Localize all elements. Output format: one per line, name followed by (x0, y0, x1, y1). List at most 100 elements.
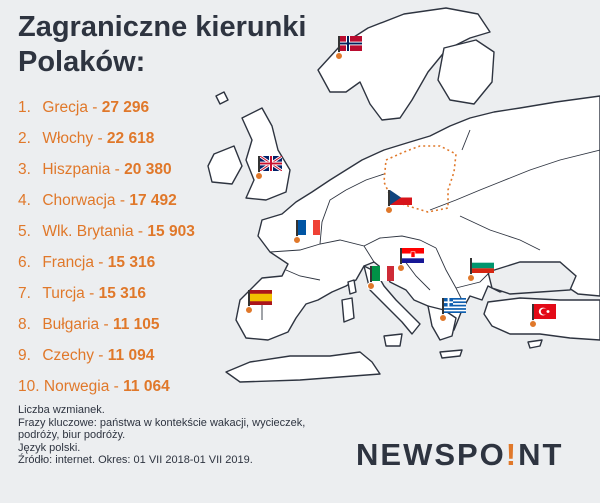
flag-croatia-icon (402, 248, 424, 263)
flag-france-pin (293, 220, 320, 244)
ranking-country: Czechy (42, 346, 94, 364)
ranking-value: 11 064 (123, 377, 170, 395)
poland-outline (383, 145, 457, 213)
ranking-rank: 7. (18, 284, 31, 302)
page-title: Zagraniczne kierunki Polaków: (18, 10, 307, 80)
ranking-separator: - (94, 253, 108, 271)
title-line-2: Polaków: (18, 46, 146, 78)
ranking-country: Turcja (42, 284, 85, 302)
logo-text-end: NT (518, 437, 564, 472)
flag-bulgaria-icon (472, 258, 494, 273)
ranking-value: 22 618 (106, 129, 155, 147)
flag-uk-icon (260, 156, 282, 171)
north-africa (225, 351, 381, 383)
ranking-country: Francja (42, 253, 94, 271)
ranking-value: 11 094 (107, 346, 155, 364)
flag-greece-icon (444, 298, 466, 313)
ranking-rank: 8. (18, 315, 31, 333)
ranking-separator: - (84, 284, 99, 302)
ranking-value: 20 380 (124, 160, 172, 178)
footnote-line: Źródło: internet. Okres: 01 VII 2018-01 … (18, 454, 253, 466)
flag-bulgaria-pin (467, 258, 494, 282)
ranking-separator: - (133, 222, 148, 240)
logo-mark: ! (505, 437, 519, 472)
flag-czech-icon (390, 190, 412, 205)
ranking-country: Włochy (42, 129, 94, 147)
crete (439, 349, 463, 359)
ranking-item: 6. Francja - 15 316 (18, 247, 195, 278)
italy-peninsula (363, 265, 421, 335)
ranking-rank: 6. (18, 253, 31, 271)
ranking-item: 3. Hiszpania - 20 380 (18, 154, 195, 185)
sardinia (341, 297, 355, 323)
ranking-separator: - (110, 160, 125, 178)
ranking-value: 15 903 (147, 222, 195, 240)
ranking-separator: - (87, 98, 102, 116)
ranking-country: Norwegia (43, 377, 110, 395)
flag-turkey-pin (529, 304, 556, 328)
cyprus (527, 339, 543, 349)
footnote: Liczba wzmianek. Frazy kluczowe: państwa … (18, 404, 338, 467)
flag-spain-pin (245, 290, 272, 314)
faroe-islands (215, 91, 229, 105)
ranking-item: 5. Wlk. Brytania - 15 903 (18, 216, 195, 247)
ranking-item: 10. Norwegia - 11 064 (18, 371, 195, 402)
flag-greece-pin (439, 298, 466, 322)
footnote-line: Liczba wzmianek. (18, 404, 105, 416)
footnote-line: Język polski. (18, 441, 81, 454)
ranking-value: 27 296 (101, 98, 150, 116)
ranking-separator: - (93, 129, 107, 147)
ranking-value: 11 105 (112, 315, 160, 333)
ranking-item: 7. Turcja - 15 316 (18, 278, 195, 309)
ireland (207, 145, 243, 185)
great-britain (241, 107, 291, 201)
finland (437, 39, 495, 105)
footnote-line: podróży, biur podróży. (18, 429, 126, 441)
ranking-item: 9. Czechy - 11 094 (18, 340, 195, 371)
ranking-country: Wlk. Brytania (42, 222, 134, 240)
ranking-value: 15 316 (107, 253, 156, 271)
logo-text-start: NEWSPO (356, 437, 506, 472)
ranking-item: 4. Chorwacja - 17 492 (18, 185, 195, 216)
flag-turkey-icon (534, 304, 556, 319)
ranking-country: Hiszpania (42, 160, 111, 178)
ranking-rank: 1. (18, 98, 31, 116)
flag-spain-icon (250, 290, 272, 305)
ranking-item: 8. Bułgaria - 11 105 (18, 309, 195, 340)
flag-norway-pin (335, 36, 362, 60)
ranking-country: Bułgaria (42, 315, 100, 333)
ranking-rank: 5. (18, 222, 31, 240)
ranking-value: 17 492 (129, 191, 177, 209)
ranking-country: Chorwacja (42, 191, 116, 209)
flag-france-icon (298, 220, 320, 235)
black-sea (487, 261, 577, 295)
ranking-value: 15 316 (98, 284, 147, 302)
ranking-separator: - (115, 191, 130, 209)
flag-croatia-pin (397, 248, 424, 272)
ranking-item: 1. Grecja - 27 296 (18, 92, 195, 123)
ranking-separator: - (99, 315, 113, 333)
title-line-1: Zagraniczne kierunki (18, 11, 307, 43)
ranking-separator: - (109, 377, 124, 395)
anatolia (483, 297, 600, 341)
ranking-rank: 4. (18, 191, 31, 209)
sicily (383, 333, 403, 347)
flag-italy-icon (372, 266, 394, 281)
ranking-rank: 9. (18, 346, 31, 364)
ranking-rank: 3. (18, 160, 31, 178)
corsica (347, 279, 357, 295)
ranking-separator: - (94, 346, 108, 364)
ranking-list: 1. Grecja - 27 296 2. Włochy - 22 618 3. H… (18, 92, 195, 402)
flag-czech-pin (385, 190, 412, 214)
ranking-rank: 2. (18, 129, 31, 147)
newspoint-logo: NEWSPO!NT (356, 437, 563, 473)
flag-uk-pin (255, 156, 282, 180)
ranking-item: 2. Włochy - 22 618 (18, 123, 195, 154)
footnote-line: Frazy kluczowe: państwa w kontekście wak… (18, 416, 306, 429)
ranking-rank: 10. (18, 377, 40, 395)
flag-italy-pin (367, 266, 394, 290)
flag-norway-icon (340, 36, 362, 51)
ranking-country: Grecja (42, 98, 88, 116)
